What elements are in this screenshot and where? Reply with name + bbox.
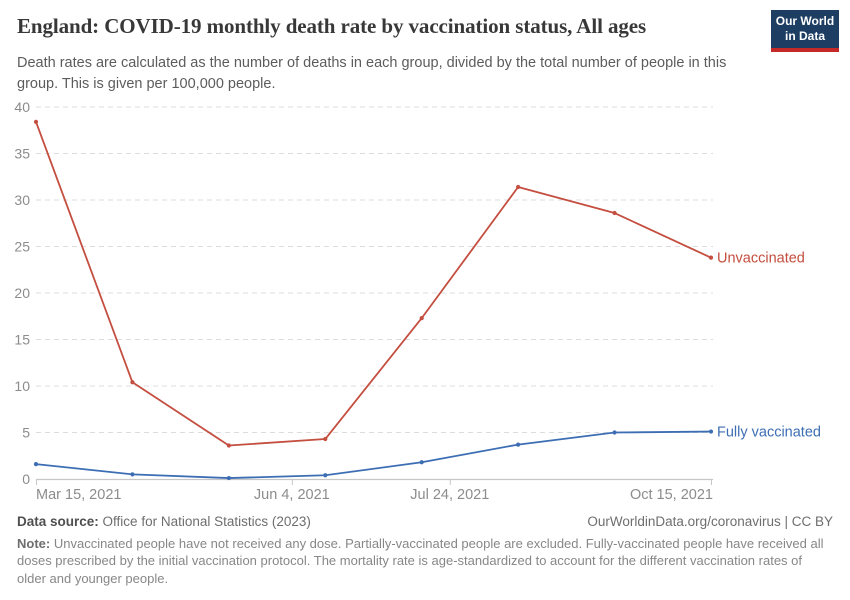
data-point-marker[interactable] <box>516 184 521 190</box>
data-point-marker[interactable] <box>130 472 135 477</box>
data-point-marker[interactable] <box>708 429 714 434</box>
y-tick-label: 10 <box>14 378 30 394</box>
data-point-marker[interactable] <box>516 442 521 447</box>
data-point-marker[interactable] <box>612 430 617 435</box>
data-point-marker[interactable] <box>226 475 231 481</box>
data-point-marker[interactable] <box>323 473 328 478</box>
x-tick-label: Jun 4, 2021 <box>254 487 330 503</box>
data-point-marker[interactable] <box>708 255 714 260</box>
data-point-marker[interactable] <box>33 462 39 467</box>
line-chart: 0 5 10 15 20 25 30 35 40 Mar 15, 2021 Jun 4, 2021 J… <box>14 99 821 503</box>
data-point-marker[interactable] <box>419 460 424 465</box>
x-tick-label: Jul 24, 2021 <box>410 487 489 503</box>
x-tick-label: Mar 15, 2021 <box>36 487 121 503</box>
source-row: Data source: Office for National Statist… <box>17 514 833 529</box>
page-title: England: COVID-19 monthly death rate by … <box>17 14 647 38</box>
data-point-marker[interactable] <box>226 443 231 448</box>
y-tick-label: 15 <box>14 332 30 348</box>
note-label: Note: <box>17 536 51 551</box>
series-label-unvaccinated: Unvaccinated <box>717 251 805 267</box>
y-tick-label: 0 <box>22 471 30 487</box>
data-source-value: Office for National Statistics (2023) <box>102 514 311 529</box>
chart-subtitle: Death rates are calculated as the number… <box>17 55 727 92</box>
data-source: Data source: Office for National Statist… <box>17 514 311 529</box>
x-tick-label: Oct 15, 2021 <box>630 487 713 503</box>
data-point-marker[interactable] <box>33 119 39 124</box>
owid-logo[interactable]: Our World in Data <box>771 10 839 52</box>
y-tick-label: 40 <box>14 99 30 115</box>
data-point-marker[interactable] <box>323 436 328 442</box>
owid-logo-line1: Our World <box>775 14 835 28</box>
y-tick-label: 35 <box>14 146 30 162</box>
y-tick-label: 25 <box>14 239 30 255</box>
y-tick-label: 30 <box>14 192 30 208</box>
series-label-fully-vaccinated: Fully vaccinated <box>717 425 821 441</box>
chart-footer: Data source: Office for National Statist… <box>17 514 833 587</box>
y-tick-label: 20 <box>14 285 30 301</box>
owid-logo-line2: in Data <box>784 29 825 43</box>
series-line-unvaccinated[interactable] <box>35 120 712 447</box>
series-line-fully-vaccinated[interactable] <box>35 430 712 479</box>
note-text: Unvaccinated people have not received an… <box>17 536 824 586</box>
note: Note: Unvaccinated people have not recei… <box>17 535 833 587</box>
data-point-marker[interactable] <box>419 316 424 321</box>
data-source-label: Data source: <box>17 514 99 529</box>
y-tick-label: 5 <box>22 425 30 441</box>
data-point-marker[interactable] <box>130 380 135 385</box>
attribution-text: OurWorldinData.org/coronavirus | CC BY <box>587 514 833 529</box>
data-point-marker[interactable] <box>612 210 617 216</box>
